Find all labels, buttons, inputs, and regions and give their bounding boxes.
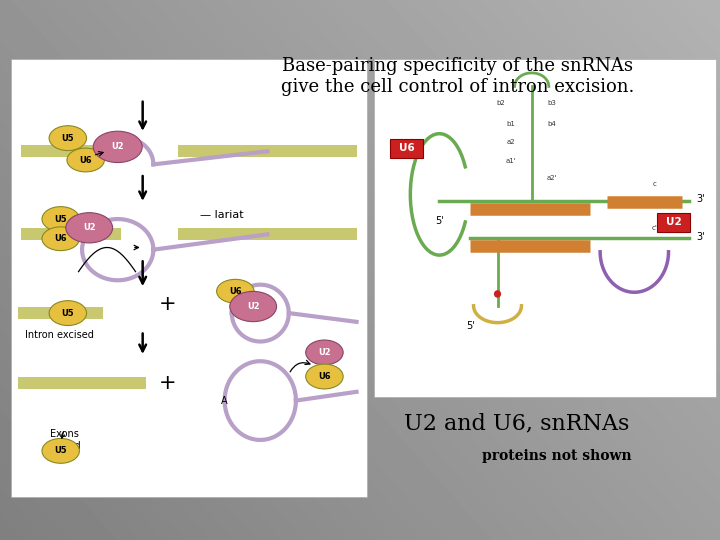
- Text: +: +: [159, 294, 176, 314]
- Text: b2: b2: [497, 100, 505, 106]
- Text: b1: b1: [507, 120, 516, 126]
- Ellipse shape: [49, 126, 86, 151]
- Text: — lariat: — lariat: [199, 210, 243, 220]
- Text: a2: a2: [507, 139, 516, 145]
- Text: U6: U6: [79, 156, 92, 165]
- Text: a2': a2': [547, 174, 557, 180]
- Ellipse shape: [42, 438, 79, 463]
- FancyBboxPatch shape: [179, 145, 356, 157]
- FancyBboxPatch shape: [657, 213, 690, 232]
- Text: 5': 5': [466, 321, 474, 331]
- Text: Base-pairing specificity of the snRNAs
give the cell control of intron excision.: Base-pairing specificity of the snRNAs g…: [282, 57, 634, 96]
- Ellipse shape: [230, 292, 276, 322]
- Text: U5: U5: [61, 133, 74, 143]
- FancyBboxPatch shape: [18, 377, 146, 389]
- Text: U5: U5: [55, 214, 67, 224]
- Text: U6: U6: [55, 234, 67, 243]
- Ellipse shape: [494, 290, 501, 298]
- FancyBboxPatch shape: [390, 138, 423, 158]
- Text: U6: U6: [229, 287, 242, 296]
- Ellipse shape: [306, 340, 343, 365]
- FancyBboxPatch shape: [179, 228, 356, 240]
- Text: U2: U2: [247, 302, 259, 311]
- Text: a1': a1': [506, 158, 516, 164]
- Text: U2: U2: [665, 218, 681, 227]
- Text: U5: U5: [55, 447, 67, 455]
- Ellipse shape: [217, 279, 254, 303]
- Text: A: A: [221, 396, 228, 406]
- Text: proteins not shown: proteins not shown: [482, 449, 632, 463]
- FancyBboxPatch shape: [374, 59, 716, 397]
- FancyBboxPatch shape: [22, 145, 121, 157]
- Text: 5': 5': [435, 217, 444, 226]
- Ellipse shape: [67, 148, 104, 172]
- Ellipse shape: [66, 213, 112, 243]
- Text: U6: U6: [318, 372, 330, 381]
- Text: U2: U2: [318, 348, 330, 357]
- Ellipse shape: [42, 227, 79, 251]
- Text: b3: b3: [548, 100, 557, 106]
- Text: b4: b4: [548, 120, 557, 126]
- Text: U6: U6: [399, 143, 415, 153]
- Text: 3': 3': [696, 194, 704, 205]
- FancyBboxPatch shape: [22, 228, 121, 240]
- Text: Intron excised: Intron excised: [25, 330, 94, 340]
- Text: 3': 3': [696, 232, 704, 241]
- Text: c: c: [653, 181, 657, 187]
- Text: U2: U2: [83, 224, 96, 232]
- Ellipse shape: [42, 207, 79, 232]
- Ellipse shape: [306, 364, 343, 389]
- FancyBboxPatch shape: [18, 307, 104, 319]
- Ellipse shape: [49, 301, 86, 326]
- Text: +: +: [159, 373, 176, 393]
- FancyBboxPatch shape: [11, 59, 367, 497]
- Text: Exons
ligated: Exons ligated: [48, 429, 81, 450]
- Text: c': c': [652, 225, 657, 231]
- Ellipse shape: [93, 131, 142, 163]
- Text: U2 and U6, snRNAs: U2 and U6, snRNAs: [403, 413, 629, 435]
- Text: U5: U5: [61, 308, 74, 318]
- Text: U2: U2: [112, 143, 124, 151]
